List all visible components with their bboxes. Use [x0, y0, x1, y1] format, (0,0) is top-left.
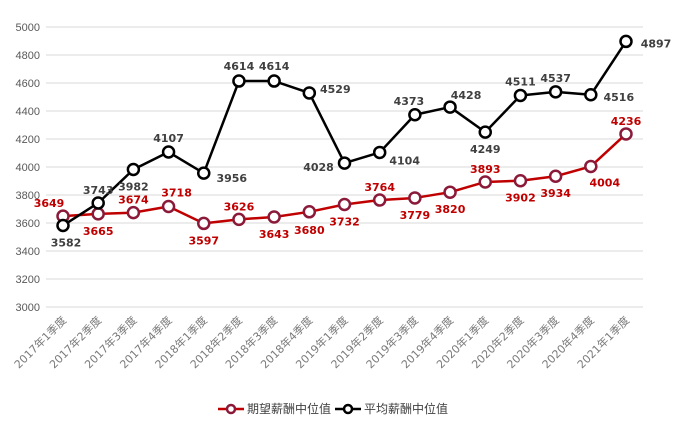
data-label: 3649 — [34, 197, 65, 210]
data-label: 3743 — [83, 184, 114, 197]
data-label: 4897 — [641, 37, 672, 50]
data-label: 3643 — [259, 228, 290, 241]
data-point[interactable] — [619, 34, 633, 49]
data-label: 4249 — [470, 143, 501, 156]
data-point[interactable] — [337, 197, 352, 212]
data-point[interactable] — [372, 145, 387, 160]
data-label: 4428 — [451, 89, 482, 102]
data-point[interactable] — [584, 88, 598, 102]
data-label: 4004 — [590, 176, 621, 189]
data-point[interactable] — [126, 162, 141, 177]
data-point[interactable] — [619, 127, 633, 141]
data-label: 4614 — [259, 60, 290, 73]
data-label: 3674 — [118, 194, 149, 207]
y-tick-label: 5000 — [16, 22, 40, 34]
data-point[interactable] — [91, 196, 105, 210]
y-tick-label: 3800 — [16, 190, 40, 202]
data-point[interactable] — [91, 207, 105, 221]
data-label: 4614 — [224, 60, 255, 73]
data-point[interactable] — [548, 169, 563, 183]
y-tick-label: 3200 — [16, 274, 40, 286]
data-point[interactable] — [478, 125, 492, 139]
data-point[interactable] — [478, 175, 492, 189]
data-point[interactable] — [302, 205, 317, 219]
data-label: 3820 — [435, 203, 466, 216]
legend-marker-icon — [342, 403, 354, 415]
data-point[interactable] — [232, 212, 246, 227]
data-point[interactable] — [56, 218, 70, 233]
data-label: 3779 — [400, 209, 431, 222]
data-point[interactable] — [513, 88, 528, 103]
data-point[interactable] — [161, 145, 176, 159]
legend-marker-icon — [225, 403, 237, 415]
data-label: 4107 — [153, 132, 184, 145]
data-label: 3956 — [216, 172, 247, 185]
data-label: 4516 — [604, 91, 635, 104]
legend-label: 平均薪酬中位值 — [364, 401, 448, 416]
data-point[interactable] — [408, 108, 422, 122]
y-tick-label: 4200 — [16, 134, 40, 146]
data-label: 4373 — [394, 95, 425, 108]
data-label: 4104 — [389, 154, 420, 167]
data-point[interactable] — [372, 193, 387, 207]
data-label: 3597 — [188, 234, 219, 247]
data-label: 3665 — [83, 225, 114, 238]
x-axis: 2017年1季度2017年2季度2017年3季度2017年4季度2018年1季度… — [11, 313, 632, 371]
data-point[interactable] — [302, 86, 317, 100]
series-average: 3582 3743 3982 4107 3956 4614 4614 4529 4028 4104… — [51, 34, 672, 250]
legend-item[interactable]: 期望薪酬中位值 — [218, 401, 331, 416]
y-tick-label: 4600 — [16, 78, 40, 90]
data-label: 3982 — [118, 181, 149, 194]
y-tick-label: 3400 — [16, 246, 40, 258]
legend[interactable]: 期望薪酬中位值 平均薪酬中位值 — [218, 401, 448, 416]
data-point[interactable] — [408, 191, 422, 205]
data-point[interactable] — [197, 216, 211, 231]
data-label: 3902 — [505, 192, 536, 205]
y-tick-label: 4000 — [16, 162, 40, 174]
data-label: 3893 — [470, 163, 501, 176]
data-point[interactable] — [337, 156, 352, 170]
data-label: 4236 — [611, 115, 642, 128]
data-point[interactable] — [267, 74, 281, 88]
y-tick-label: 3600 — [16, 218, 40, 230]
series-expected: 3649 3665 3674 3718 3597 3626 3643 3680 3732 3764… — [34, 115, 642, 247]
data-label: 3626 — [224, 200, 255, 213]
data-label: 3582 — [51, 237, 82, 250]
legend-item[interactable]: 平均薪酬中位值 — [335, 401, 448, 416]
series-group: 3649 3665 3674 3718 3597 3626 3643 3680 3732 3764… — [34, 34, 672, 250]
data-label: 4028 — [303, 161, 334, 174]
data-point[interactable] — [126, 205, 141, 220]
data-point[interactable] — [443, 185, 457, 199]
y-tick-label: 4400 — [16, 106, 40, 118]
y-tick-label: 3000 — [16, 302, 40, 314]
y-axis: 3000 3200 3400 3600 3800 4000 4200 4400 4600 4800… — [16, 22, 40, 314]
y-tick-label: 4800 — [16, 50, 40, 62]
data-point[interactable] — [232, 74, 246, 88]
data-point[interactable] — [584, 159, 598, 174]
data-point[interactable] — [161, 199, 176, 214]
data-point[interactable] — [548, 85, 563, 99]
data-point[interactable] — [443, 100, 457, 114]
data-label: 3680 — [294, 224, 325, 237]
data-point[interactable] — [267, 210, 281, 224]
data-point[interactable] — [513, 173, 528, 188]
data-label: 3732 — [329, 216, 360, 229]
data-point[interactable] — [197, 166, 211, 180]
data-label: 4511 — [505, 75, 536, 88]
data-label: 3764 — [364, 181, 395, 194]
data-label: 4537 — [540, 72, 571, 85]
data-label: 3718 — [161, 186, 192, 199]
data-label: 3934 — [540, 187, 571, 200]
legend-label: 期望薪酬中位值 — [247, 401, 331, 416]
data-label: 4529 — [320, 83, 351, 96]
